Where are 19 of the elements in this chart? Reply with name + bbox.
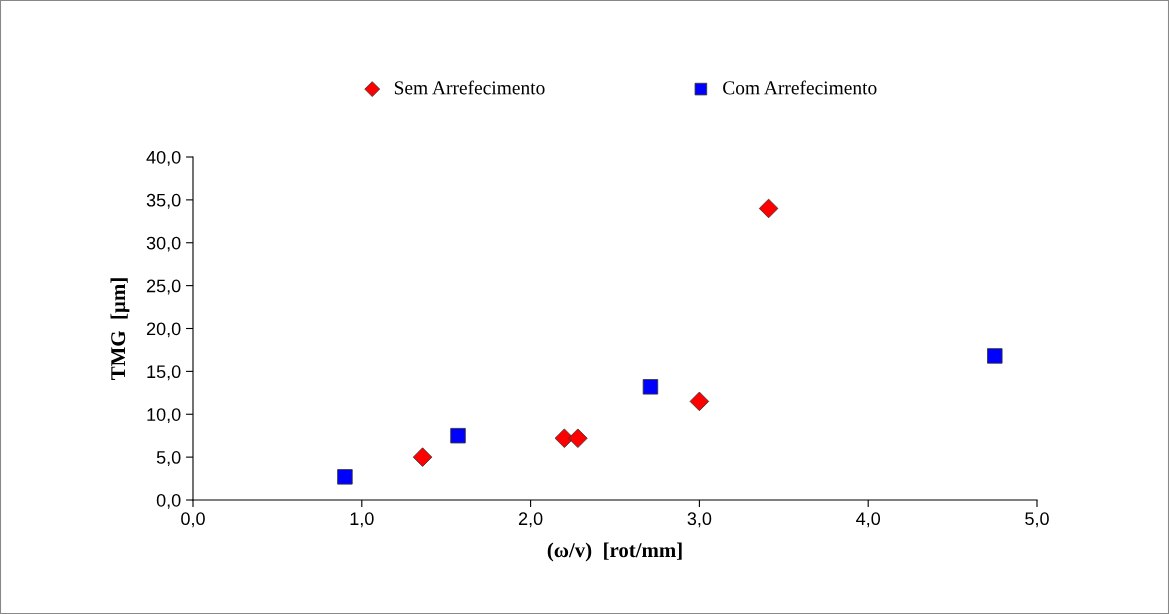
x-tick-label: 3,0 <box>687 512 712 528</box>
x-tick-label: 4,0 <box>856 512 881 528</box>
y-tick-label: 30,0 <box>146 236 181 252</box>
x-tick-label: 0,0 <box>181 512 205 528</box>
y-tick-label: 40,0 <box>146 150 181 166</box>
y-tick-label: 35,0 <box>146 193 181 209</box>
y-axis-title: TMG [µm] <box>110 278 130 380</box>
x-tick-label: 1,0 <box>350 512 374 528</box>
x-tick-label: 5,0 <box>1025 512 1049 528</box>
x-axis-title: (ω/v) [rot/mm] <box>547 542 682 562</box>
y-tick-label: 5,0 <box>156 451 181 466</box>
legend-label: Sem Arrefecimento <box>394 80 545 95</box>
legend-label: Com Arrefecimento <box>723 80 877 95</box>
y-tick-label: 20,0 <box>146 322 181 338</box>
y-tick-label: 15,0 <box>147 365 181 381</box>
y-tick-label: 0,0 <box>156 493 181 509</box>
y-tick-label: 10,0 <box>147 408 181 424</box>
x-tick-label: 2,0 <box>518 512 543 528</box>
y-tick-label: 25,0 <box>146 279 181 295</box>
